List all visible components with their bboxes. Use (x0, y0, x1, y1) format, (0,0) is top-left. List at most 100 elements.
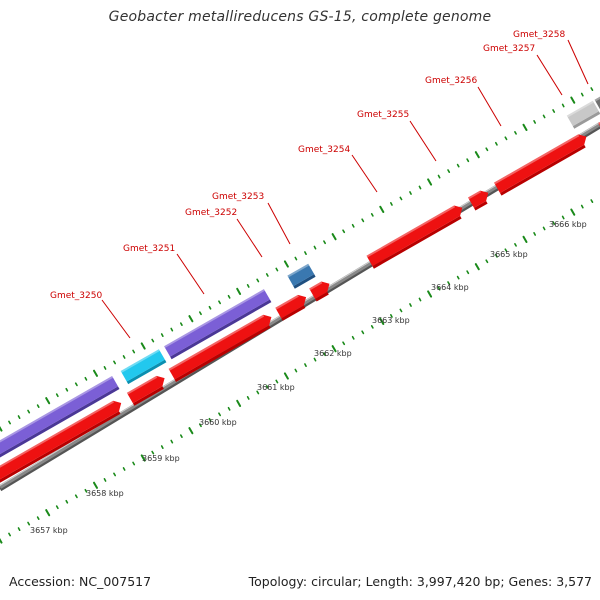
lower-tick-track (0, 194, 600, 544)
gene-label-7: Gmet_3256 (425, 76, 477, 86)
lower-tick-track-tick (427, 290, 433, 298)
lower-tick-track-tick (256, 390, 260, 395)
cds-feature-8-bevel (500, 144, 586, 196)
gene-block-steelblue-face (287, 263, 315, 287)
gene-leader-line-6 (409, 120, 437, 162)
cds-feature-1-bevel (0, 411, 121, 483)
gene-block-purple-1-bevel (0, 386, 120, 458)
upper-tick-track-tick (485, 147, 489, 152)
cds-feature-1-face (0, 400, 122, 480)
upper-tick-track-tick (17, 415, 21, 420)
kbp-label-5: 3661 kbp (257, 383, 295, 392)
gene-block-darkgray-shine (594, 96, 600, 102)
upper-tick-track-tick (199, 311, 202, 316)
kbp-tick-track (0, 82, 600, 544)
lower-tick-track-tick (140, 454, 146, 462)
cds-feature-7 (468, 190, 489, 211)
upper-tick-track-tick (504, 136, 508, 141)
upper-tick-track-tick (474, 151, 480, 159)
lower-tick-track-tick (342, 341, 346, 346)
cds-feature-6-shine (366, 205, 456, 258)
upper-tick-track-tick (379, 205, 385, 213)
lower-tick-track-tick (580, 204, 584, 209)
upper-tick-track-tick (409, 191, 412, 195)
gene-block-lightgray (566, 100, 600, 129)
lower-tick-track-tick (485, 259, 489, 264)
lower-tick-track-tick (399, 308, 403, 313)
lower-tick-track-tick (379, 317, 385, 325)
lower-tick-track-tick (361, 330, 365, 335)
kbp-label-9: 3665 kbp (490, 250, 528, 259)
gene-block-steelblue-bevel (293, 274, 316, 289)
cds-feature-7-bevel (474, 201, 488, 211)
lower-tick-track-tick (65, 499, 69, 504)
upper-tick-track-tick (399, 196, 403, 201)
gene-leader-line-5 (351, 154, 378, 193)
accession-text: Accession: NC_007517 (9, 574, 152, 589)
lower-tick-track-tick (456, 275, 460, 280)
upper-tick-track-tick (294, 256, 298, 261)
lower-tick-track-tick (466, 270, 470, 275)
gene-label-5: Gmet_3254 (298, 145, 350, 155)
lower-tick-track-tick (542, 226, 546, 231)
gene-block-darkgray (594, 96, 600, 110)
upper-tick-track-tick (140, 342, 146, 350)
upper-tick-track-tick (580, 92, 584, 97)
upper-tick-track-tick (132, 349, 136, 354)
lower-tick-track-tick (283, 372, 289, 380)
upper-tick-track-tick (227, 294, 231, 299)
lower-tick-track-tick (36, 516, 40, 521)
cds-feature-4-shine (275, 294, 299, 310)
lower-tick-track-tick (323, 352, 327, 357)
upper-tick-track-tick (122, 355, 126, 359)
upper-tick-track-tick (466, 158, 470, 163)
kbp-label-6: 3662 kbp (314, 349, 352, 358)
upper-tick-track-tick (55, 393, 59, 398)
lower-tick-track-tick (494, 253, 498, 258)
lower-tick-track-tick (113, 472, 116, 477)
upper-tick-track-tick (236, 287, 242, 295)
gene-leader-line-1 (101, 299, 131, 339)
upper-tick-track-tick (65, 387, 69, 392)
upper-tick-track-tick (313, 245, 317, 250)
cds-feature-4-face (275, 294, 307, 319)
gene-leader-line-7 (477, 86, 502, 127)
gene-leader-line-2 (176, 253, 205, 295)
upper-tick-track-tick (590, 87, 594, 91)
cds-feature-3 (168, 314, 272, 382)
cds-feature-2 (126, 375, 165, 406)
lower-tick-track-tick (389, 313, 393, 318)
gene-block-cyan-shine (120, 349, 160, 373)
cds-feature-5 (309, 281, 330, 302)
lower-tick-track-tick (409, 303, 412, 307)
lower-tick-track-tick (437, 286, 441, 291)
feature-tracks (0, 96, 600, 483)
cds-feature-7-face (468, 190, 489, 208)
lower-tick-track-tick (504, 248, 508, 253)
lower-tick-track-tick (84, 488, 88, 493)
cds-feature-8 (494, 134, 587, 196)
gene-block-lightgray-face (566, 100, 599, 127)
kbp-label-10: 3666 kbp (549, 220, 587, 229)
cds-feature-8-face (494, 134, 587, 193)
lower-tick-track-tick (208, 417, 212, 422)
kbp-label-2: 3658 kbp (86, 489, 124, 498)
cds-feature-3-bevel (174, 325, 271, 382)
upper-tick-track-tick (361, 218, 365, 223)
lower-tick-track-tick (236, 399, 242, 407)
upper-tick-track-tick (170, 327, 174, 332)
cds-feature-3-shine (168, 314, 265, 371)
lower-tick-track-tick (45, 509, 51, 517)
cds-feature-4 (275, 294, 307, 321)
upper-tick-track-tick (208, 305, 212, 310)
lower-tick-track-tick (552, 221, 556, 225)
cds-feature-5-face (309, 281, 330, 299)
upper-tick-track-tick (494, 141, 498, 146)
lower-tick-track-tick (514, 243, 517, 247)
cds-feature-6-bevel (372, 215, 462, 269)
gene-block-purple-2-shine (164, 289, 265, 348)
gene-label-layer: 3657 kbp 3658 kbp 3659 kbp 3660 kbp 3661 kbp… (30, 30, 589, 535)
upper-tick-track-tick (27, 409, 31, 414)
cds-feature-2-shine (126, 375, 158, 395)
kbp-label-8: 3664 kbp (431, 283, 469, 292)
